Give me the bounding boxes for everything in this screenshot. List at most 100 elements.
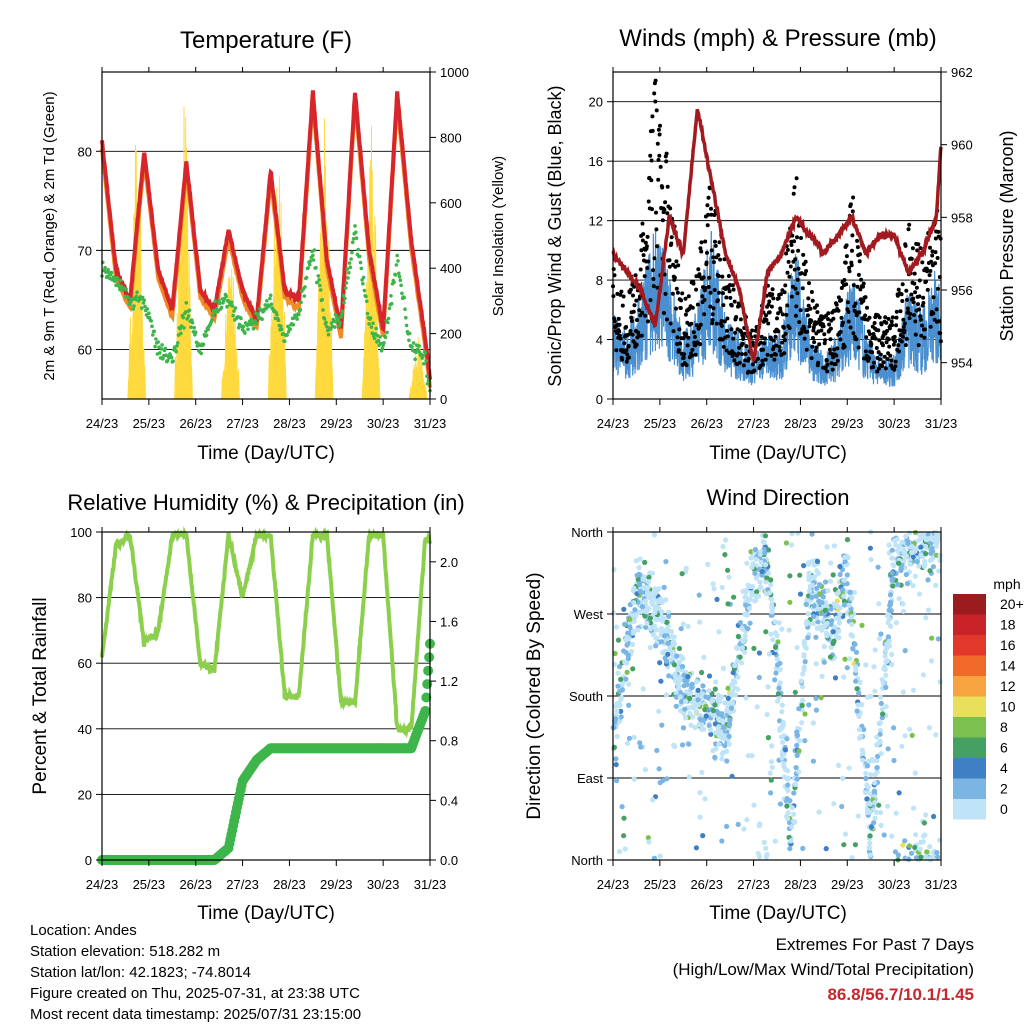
direction-point (629, 641, 636, 648)
gust-point (801, 252, 806, 257)
dewpoint-point (181, 315, 185, 320)
gust-point (826, 317, 830, 322)
direction-point (711, 586, 717, 592)
direction-point (891, 757, 897, 764)
direction-point (647, 645, 653, 651)
direction-point (699, 669, 705, 676)
wind-direction-points (610, 529, 943, 863)
direction-point (868, 772, 874, 778)
direction-point (812, 574, 818, 580)
direction-point (871, 788, 878, 794)
direction-point (847, 589, 853, 595)
direction-point (878, 750, 884, 757)
dewpoint-point (354, 230, 358, 235)
direction-point (724, 708, 731, 714)
direction-point (768, 790, 774, 796)
direction-point (887, 592, 894, 598)
direction-point (842, 831, 849, 837)
gust-point (901, 334, 905, 339)
gust-point (693, 335, 697, 339)
direction-point (906, 856, 912, 862)
direction-point (867, 833, 873, 839)
direction-point (763, 629, 769, 635)
gust-point (686, 294, 691, 299)
gust-point (794, 304, 799, 309)
direction-point (636, 581, 643, 588)
gust-point (807, 324, 812, 329)
direction-x-tick-label: 29/23 (831, 877, 864, 892)
gust-point (713, 239, 717, 244)
direction-point (701, 726, 707, 732)
gust-point (810, 344, 815, 349)
direction-point (918, 854, 924, 860)
gust-point (649, 178, 654, 183)
gust-point (889, 319, 894, 324)
gust-point (698, 342, 703, 347)
direction-point (933, 582, 939, 588)
dewpoint-point (311, 258, 316, 262)
gust-point (676, 348, 681, 353)
direction-point (900, 608, 907, 615)
direction-point (794, 645, 800, 651)
gust-point (740, 341, 745, 346)
gust-point (910, 246, 915, 251)
direction-point (667, 646, 673, 652)
legend-label: 20+ (1000, 596, 1024, 612)
gust-point (722, 319, 727, 324)
direction-point (617, 688, 623, 695)
direction-point (912, 770, 919, 776)
direction-point (679, 742, 686, 748)
gust-point (651, 268, 656, 273)
direction-point (777, 726, 783, 732)
direction-point (900, 601, 906, 607)
gust-point (920, 260, 925, 265)
info-timestamp: Most recent data timestamp: 2025/07/31 2… (30, 1006, 362, 1023)
humidity-x-tick-label: 31/23 (414, 877, 447, 892)
direction-point (685, 623, 691, 630)
dewpoint-point (411, 341, 416, 345)
gust-point (641, 232, 646, 237)
direction-point (712, 702, 718, 708)
gust-point (892, 367, 897, 372)
dewpoint-point (324, 320, 328, 325)
gust-point (616, 316, 621, 321)
gust-point (817, 342, 822, 347)
legend-swatch (953, 758, 986, 779)
direction-point (647, 626, 654, 632)
dewpoint-point (131, 307, 135, 311)
direction-point (809, 558, 816, 564)
direction-point (852, 842, 859, 848)
gust-point (918, 314, 923, 319)
direction-title: Wind Direction (706, 485, 849, 510)
direction-point (927, 568, 933, 574)
direction-point (654, 627, 660, 633)
direction-point (671, 662, 678, 668)
direction-point (872, 800, 878, 806)
direction-point (631, 734, 637, 740)
winds-xlabel: Time (Day/UTC) (709, 443, 847, 464)
dewpoint-point (417, 344, 421, 348)
direction-point (676, 659, 682, 665)
direction-point (726, 733, 732, 740)
direction-point (799, 684, 806, 690)
gust-point (863, 349, 868, 354)
direction-point (880, 680, 886, 686)
direction-point (783, 540, 790, 546)
gust-point (805, 329, 810, 334)
direction-point (883, 704, 889, 710)
direction-y-tick-label: South (569, 689, 603, 704)
direction-point (859, 702, 865, 708)
direction-point (794, 742, 800, 749)
dewpoint-point (298, 308, 303, 312)
dewpoint-point (397, 271, 401, 276)
winds-x-tick-label: 29/23 (831, 416, 864, 431)
direction-point (831, 801, 837, 807)
extremes-title: Extremes For Past 7 Days (775, 935, 974, 954)
direction-point (701, 654, 707, 661)
direction-point (800, 697, 806, 703)
direction-point (868, 824, 875, 830)
gust-point (851, 283, 856, 288)
gust-point (620, 303, 625, 308)
direction-point (719, 756, 725, 762)
direction-point (791, 790, 797, 796)
